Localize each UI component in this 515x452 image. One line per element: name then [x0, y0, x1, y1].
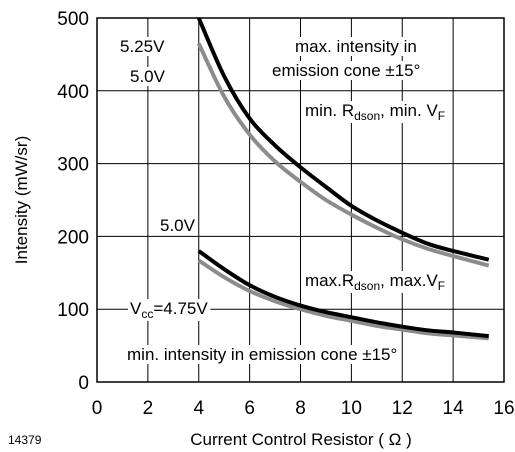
annotation-bg: [128, 299, 211, 321]
series-curves: [196, 17, 490, 341]
x-tick-label: 8: [295, 398, 306, 419]
min-rdson-text: min. Rdson, min. VF: [305, 101, 445, 123]
x-tick-label: 6: [244, 398, 255, 419]
annotation-bg: [303, 271, 448, 293]
vcc-label: Vcc=4.75V: [130, 299, 208, 321]
series-line: [197, 258, 489, 341]
y-tick-label: 500: [57, 9, 89, 30]
max-intensity-text-1: max. intensity in: [295, 37, 417, 56]
tick-labels: 0 2 4 6 8 10 12 14 16 0 100 200 300 400 500: [57, 9, 514, 419]
series-line: [196, 17, 490, 262]
annotation-bg: [118, 37, 168, 56]
annotation-bg: [125, 345, 400, 364]
annotation-backgrounds: [118, 37, 448, 364]
figure-id: 14379: [8, 433, 42, 447]
x-tick-label: 4: [193, 398, 204, 419]
min-intensity-text: min. intensity in emission cone ±15°: [127, 345, 397, 364]
y-tick-label: 300: [57, 155, 89, 176]
label-5-0v-lower: 5.0V: [160, 216, 196, 235]
label-5-0v-upper: 5.0V: [130, 67, 166, 86]
x-tick-label: 2: [143, 398, 154, 419]
x-tick-label: 10: [341, 398, 362, 419]
x-tick-label: 0: [92, 398, 103, 419]
y-tick-label: 0: [78, 373, 89, 394]
series-line: [197, 249, 489, 339]
annotation-bg: [158, 216, 198, 235]
y-tick-label: 400: [57, 82, 89, 103]
series-line: [196, 42, 490, 268]
annotation-bg: [270, 61, 423, 80]
x-tick-label: 16: [493, 398, 514, 419]
label-5-25v: 5.25V: [120, 37, 165, 56]
y-axis-title: Intensity (mW/sr): [12, 136, 31, 264]
x-tick-label: 12: [392, 398, 413, 419]
plot-frame: [96, 17, 505, 383]
y-tick-label: 100: [57, 300, 89, 321]
max-intensity-text-2: emission cone ±15°: [272, 61, 420, 80]
max-rdson-text: max.Rdson, max.VF: [305, 271, 445, 293]
x-axis-title: Current Control Resistor ( Ω ): [190, 430, 411, 449]
x-tick-label: 14: [443, 398, 465, 419]
y-tick-label: 200: [57, 227, 89, 248]
annotation-bg: [293, 37, 419, 56]
annotation-bg: [128, 67, 168, 86]
annotation-bg: [303, 101, 448, 123]
